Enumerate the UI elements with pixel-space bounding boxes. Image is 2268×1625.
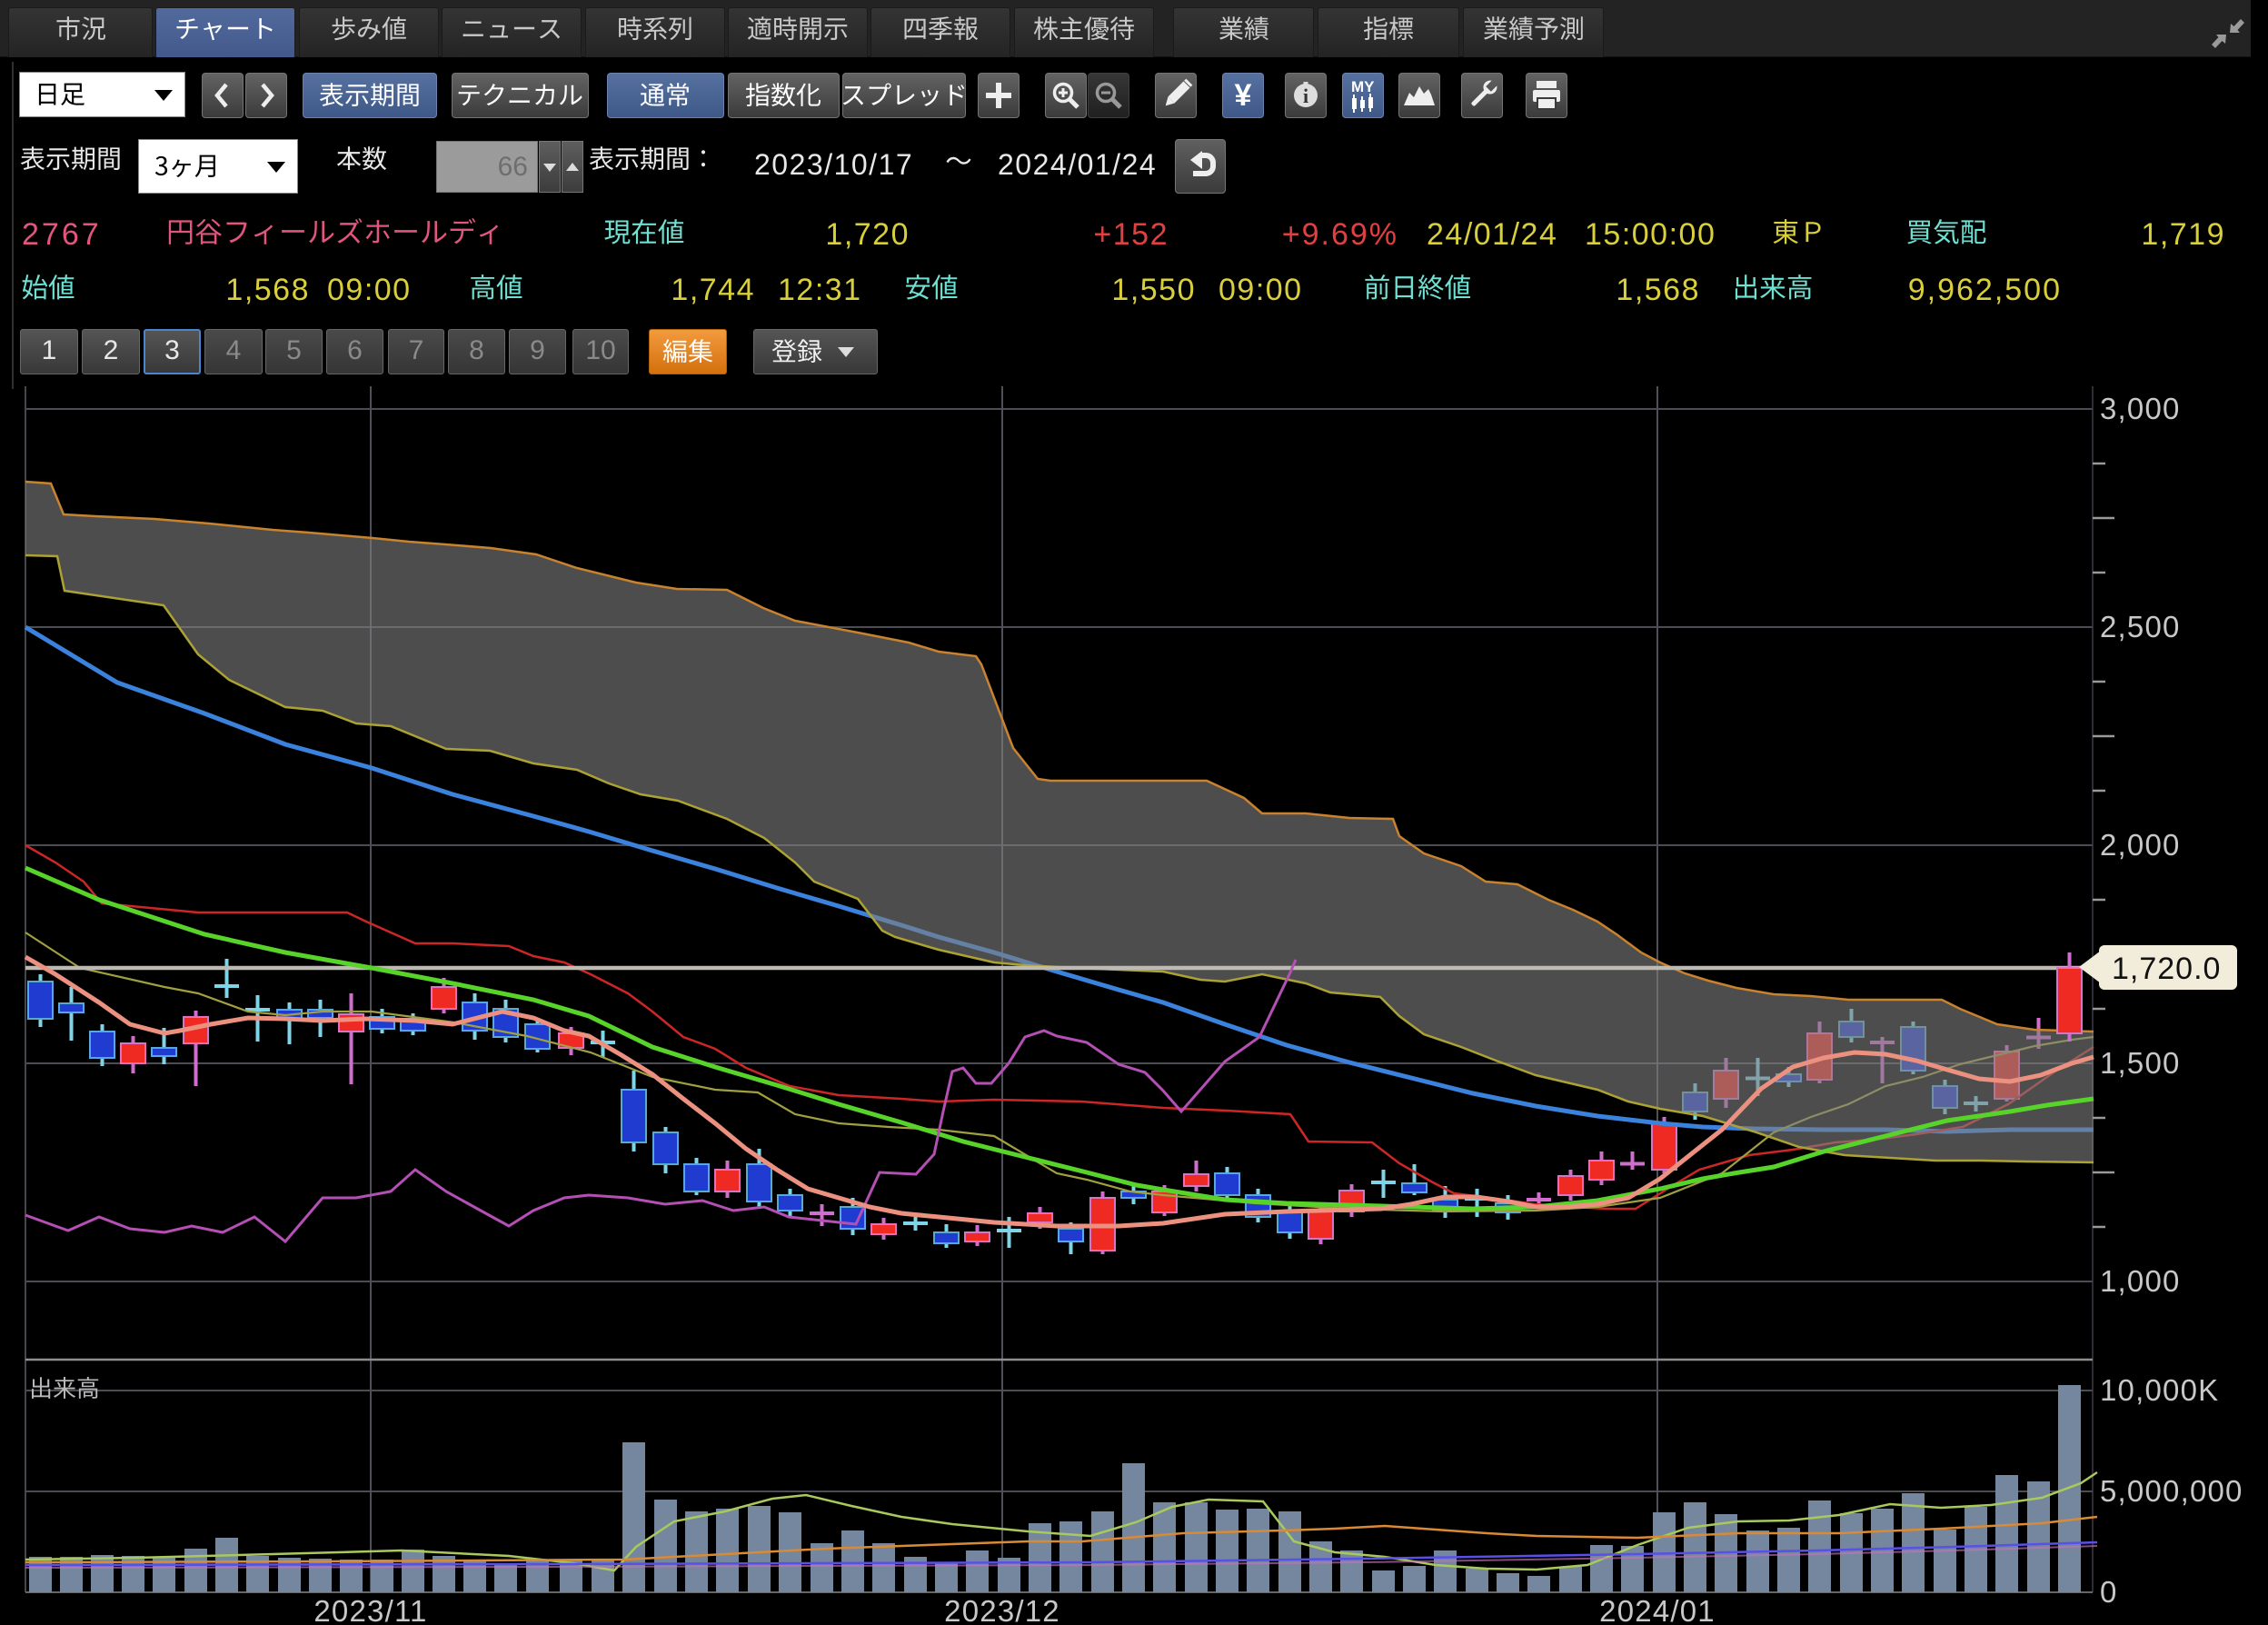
svg-text:0: 0 (2100, 1575, 2118, 1609)
svg-text:¥: ¥ (1235, 78, 1252, 113)
svg-text:MY: MY (1351, 78, 1375, 95)
svg-text:3,000: 3,000 (2100, 392, 2181, 425)
svg-text:5,000,000: 5,000,000 (2100, 1474, 2243, 1508)
svg-text:2,500: 2,500 (2100, 610, 2181, 643)
svg-text:2023/12: 2023/12 (944, 1594, 1060, 1625)
svg-text:2023/11: 2023/11 (313, 1594, 427, 1625)
svg-text:1,500: 1,500 (2100, 1046, 2181, 1080)
svg-text:10,000K: 10,000K (2100, 1373, 2219, 1407)
svg-text:2,000: 2,000 (2100, 828, 2181, 862)
svg-text:1,000: 1,000 (2100, 1264, 2181, 1298)
svg-text:i: i (1303, 85, 1308, 107)
svg-text:1,720.0: 1,720.0 (2112, 952, 2221, 986)
svg-text:2024/01: 2024/01 (1599, 1594, 1716, 1625)
